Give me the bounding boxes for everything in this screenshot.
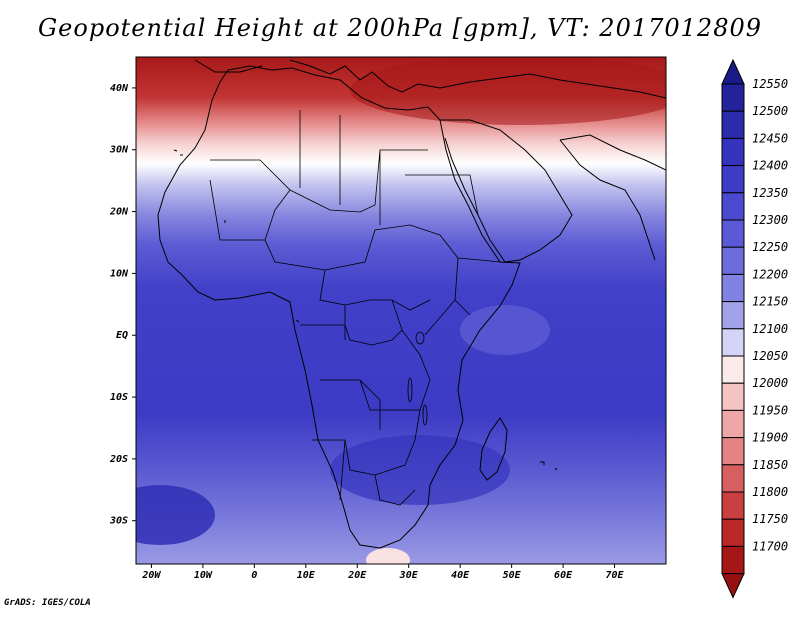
colorbar-level-label: 12050 (752, 349, 788, 363)
colorbar-level-label: 12500 (752, 104, 788, 118)
lat-tick-label: EQ (116, 330, 128, 341)
lat-tick-label: 20S (109, 454, 128, 465)
colorbar-box (721, 165, 745, 194)
lat-tick-label: 30N (109, 145, 129, 156)
europe-coastline (194, 59, 666, 99)
chart-title: Geopotential Height at 200hPa [gpm], VT:… (38, 14, 762, 42)
colorbar-box (721, 328, 745, 357)
colorbar-box (721, 192, 745, 221)
lon-tick-label: 20E (347, 570, 367, 581)
colorbar-box (721, 464, 745, 493)
latitude-ticks: 40N 30N 20N 10N EQ 10S 20S 30S (109, 83, 136, 527)
colorbar-box (721, 83, 745, 112)
colorbar-box (721, 491, 745, 520)
colorbar-box (721, 110, 745, 139)
lat-tick-label: 20N (109, 207, 129, 218)
low-anomaly-south (330, 435, 510, 505)
lake-malawi (422, 404, 428, 426)
colorbar-box (721, 355, 745, 384)
colorbar-box (721, 409, 745, 439)
plot-area (136, 57, 666, 564)
plot-frame (135, 56, 667, 565)
lon-tick-label: 20W (141, 570, 161, 581)
lake-victoria (415, 331, 425, 345)
colorbar-level-label: 12300 (752, 213, 788, 227)
colorbar-box (721, 137, 745, 167)
colorbar-level-label: 11850 (752, 458, 788, 472)
lon-tick-label: 40E (451, 570, 470, 581)
colorbar-level-label: 12100 (752, 322, 788, 336)
arabia-coastline (440, 119, 573, 263)
colorbar-level-label: 12550 (752, 77, 788, 91)
lat-tick-label: 40N (110, 83, 129, 94)
colorbar-box (721, 382, 745, 411)
colorbar-level-label: 12250 (752, 240, 788, 254)
colorbar-box (721, 219, 745, 248)
colorbar: 12550 12500 12450 12400 12350 12300 12250 12200… (721, 58, 788, 599)
lon-tick-label: 10W (194, 570, 213, 581)
lon-tick-label: 30E (399, 570, 419, 581)
lat-tick-label: 10S (110, 392, 128, 403)
lon-tick-label: 60E (554, 570, 573, 581)
colorbar-level-label: 12200 (752, 267, 788, 281)
island-marks (173, 149, 558, 471)
lon-tick-label: 50E (503, 570, 522, 581)
colorbar-box (721, 246, 745, 275)
colorbar-top-arrow (721, 58, 745, 85)
colorbar-box (721, 437, 745, 466)
longitude-ticks: 20W 10W 0 10E 20E 30E 40E 50E 60E 70E (141, 564, 625, 581)
lat-tick-label: 10N (110, 268, 129, 279)
lon-tick-label: 70E (606, 570, 625, 581)
colorbar-bottom-arrow (721, 573, 745, 599)
colorbar-level-label: 12450 (752, 131, 788, 145)
colorbar-box (721, 518, 745, 547)
madagascar-coastline (479, 417, 508, 481)
warm-patch-south (366, 548, 410, 564)
credit-text: GrADS: IGES/COLA (4, 598, 91, 608)
colorbar-level-label: 11750 (752, 512, 788, 526)
colorbar-box (721, 273, 745, 303)
colorbar-level-label: 11700 (752, 539, 788, 553)
colorbar-level-label: 11900 (752, 431, 788, 445)
colorbar-level-label: 11950 (752, 403, 788, 417)
lat-tick-label: 30S (109, 516, 128, 527)
persian-gulf-coast (559, 134, 666, 261)
colorbar-level-label: 12400 (752, 159, 788, 173)
africa-coastline (157, 65, 521, 549)
colorbar-box (721, 301, 745, 330)
lon-tick-label: 10E (297, 570, 316, 581)
high-anomaly-east (460, 305, 550, 355)
colorbar-level-label: 11800 (752, 485, 788, 499)
colorbar-box (721, 545, 745, 575)
colorbar-level-label: 12350 (752, 186, 788, 200)
colorbar-level-label: 12000 (752, 376, 788, 390)
lake-tanganyika (407, 377, 413, 403)
low-anomaly-southwest (136, 485, 215, 545)
colorbar-level-label: 12150 (752, 295, 788, 309)
lon-tick-label: 0 (251, 570, 257, 581)
warm-core-north (350, 57, 666, 125)
country-borders (209, 110, 501, 506)
